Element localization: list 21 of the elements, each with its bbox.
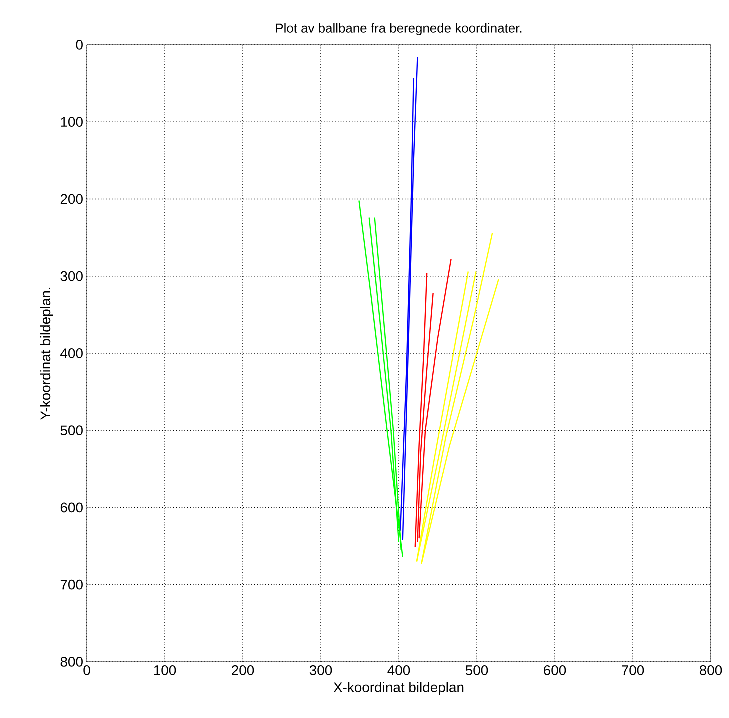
x-tick-label: 300 [310, 666, 332, 676]
x-axis-title: X-koordinat bildeplan [334, 682, 464, 696]
x-tick-label: 200 [232, 666, 254, 676]
x-tick-label: 0 [84, 666, 90, 676]
y-tick-label: 600 [60, 502, 83, 513]
x-tick-label: 500 [466, 666, 488, 676]
y-tick-label: 500 [60, 426, 83, 436]
chart-title: Plot av ballbane fra beregnede koordinater. [276, 23, 522, 36]
y-tick-label: 0 [76, 40, 83, 50]
x-tick-label: 400 [388, 666, 410, 676]
y-tick-label: 100 [61, 117, 83, 128]
x-tick-label: 600 [544, 666, 566, 676]
y-tick-label: 400 [60, 348, 83, 358]
y-tick-label: 200 [60, 194, 83, 204]
y-tick-label: 300 [60, 271, 83, 282]
x-tick-label: 800 [700, 666, 722, 676]
x-tick-label: 700 [622, 666, 644, 676]
x-tick-label: 100 [154, 666, 176, 676]
y-tick-label: 700 [60, 580, 83, 590]
y-tick-label: 800 [60, 657, 83, 667]
y-axis-title: Y-koordinat bildeplan. [40, 288, 54, 420]
